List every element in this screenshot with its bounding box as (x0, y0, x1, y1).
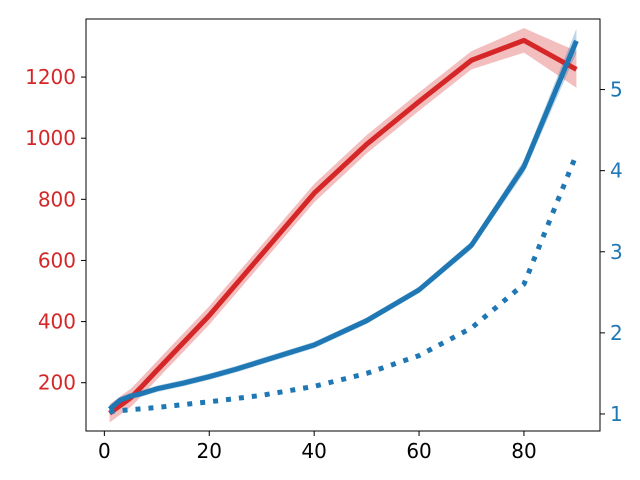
x-tick-label: 0 (98, 439, 111, 463)
series-lines (107, 37, 579, 416)
y-axis-right: 1 2 3 4 5 (600, 78, 623, 426)
y-left-tick-label: 1200 (25, 65, 76, 89)
plot-frame (85, 18, 601, 432)
series-0-line (108, 37, 578, 416)
y-axis-left: 200 400 600 800 1000 1200 (25, 65, 86, 395)
y-left-tick-label: 600 (38, 248, 76, 272)
x-tick-label: 20 (197, 439, 222, 463)
y-right-tick-label: 2 (610, 321, 623, 345)
y-right-tick-label: 1 (610, 402, 623, 426)
y-left-tick-label: 200 (38, 371, 76, 395)
x-tick-label: 40 (301, 439, 326, 463)
uncertainty-bands (109, 28, 577, 423)
y-left-tick-label: 1000 (25, 126, 76, 150)
y-left-tick-label: 400 (38, 310, 76, 334)
y-left-tick-label: 800 (38, 187, 76, 211)
x-tick-label: 60 (406, 439, 431, 463)
x-axis: 0 20 40 60 80 (98, 431, 537, 463)
y-right-tick-label: 5 (610, 78, 623, 102)
x-tick-label: 80 (511, 439, 536, 463)
y-right-tick-label: 4 (610, 159, 623, 183)
series-1-line (107, 39, 579, 412)
series-0-band (109, 28, 577, 423)
y-right-tick-label: 3 (610, 240, 623, 264)
